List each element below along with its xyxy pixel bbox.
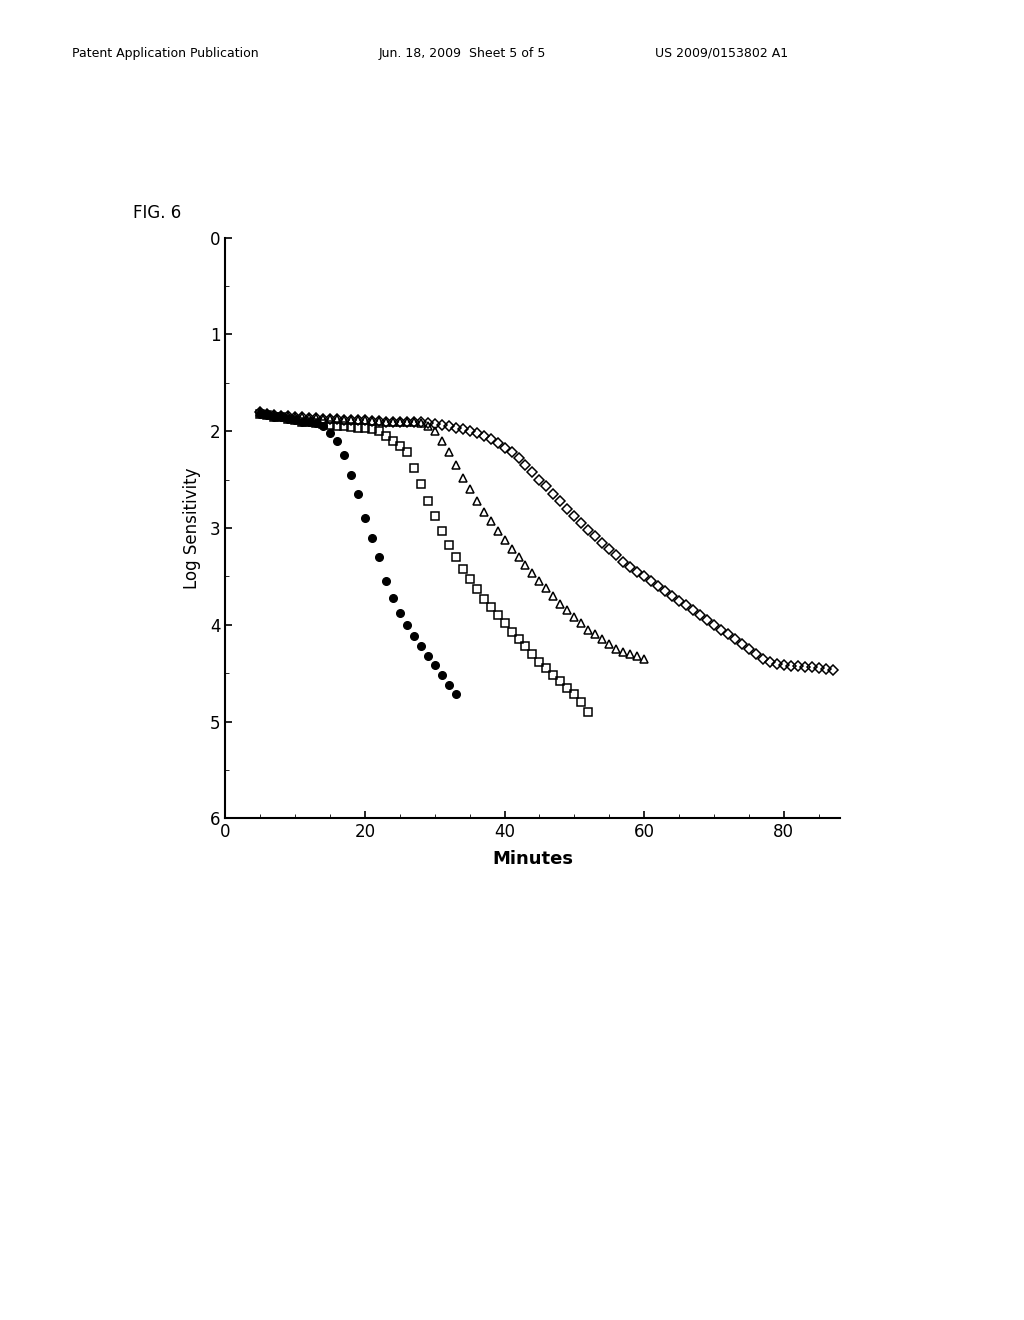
- Text: Jun. 18, 2009  Sheet 5 of 5: Jun. 18, 2009 Sheet 5 of 5: [379, 46, 546, 59]
- Text: FIG. 6: FIG. 6: [133, 203, 181, 222]
- X-axis label: Minutes: Minutes: [492, 850, 573, 867]
- Y-axis label: Log Sensitivity: Log Sensitivity: [183, 467, 202, 589]
- Text: Patent Application Publication: Patent Application Publication: [72, 46, 258, 59]
- Text: US 2009/0153802 A1: US 2009/0153802 A1: [655, 46, 788, 59]
